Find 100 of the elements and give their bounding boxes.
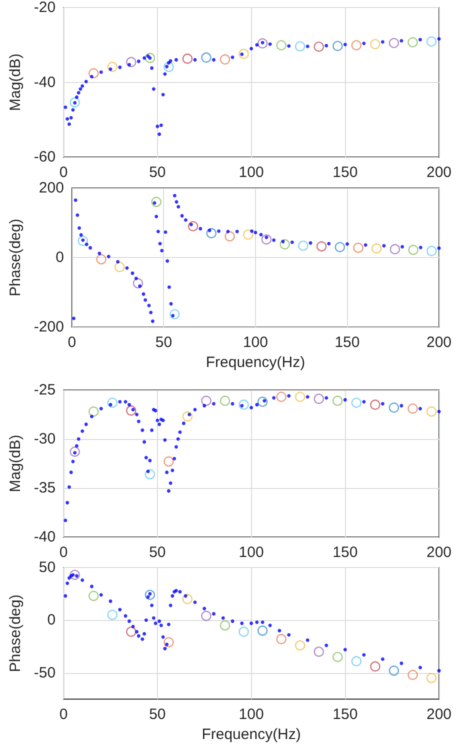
point <box>164 62 174 72</box>
point <box>268 42 272 46</box>
point <box>250 406 254 410</box>
point <box>198 226 202 230</box>
y-tick-label: -50 <box>34 664 56 682</box>
y-tick-label: 0 <box>47 612 56 629</box>
point <box>276 634 286 644</box>
point <box>388 402 400 413</box>
point <box>178 590 182 594</box>
point <box>176 205 180 209</box>
point <box>388 38 400 48</box>
point <box>90 74 94 78</box>
point <box>79 233 83 237</box>
point <box>332 40 343 52</box>
point <box>212 612 216 616</box>
point <box>426 672 437 684</box>
x-tick-label: 50 <box>155 334 172 352</box>
point <box>66 500 70 504</box>
point <box>99 70 103 74</box>
point <box>142 632 146 636</box>
x-tick-label: 100 <box>238 164 264 181</box>
point <box>144 590 156 600</box>
point <box>70 570 80 580</box>
point <box>278 628 282 632</box>
point <box>144 469 156 480</box>
point <box>437 668 441 672</box>
point <box>217 229 221 233</box>
point <box>156 230 160 234</box>
y-tick-label: -40 <box>34 528 56 546</box>
point <box>70 446 80 457</box>
point <box>66 582 70 586</box>
point <box>168 481 172 485</box>
point <box>78 236 88 246</box>
point <box>71 108 75 112</box>
y-tick-label: -20 <box>34 0 56 16</box>
point <box>156 418 160 422</box>
point <box>324 396 328 400</box>
point <box>182 594 193 604</box>
point <box>202 606 206 610</box>
point <box>170 468 174 472</box>
x-tick-label: 150 <box>332 164 358 181</box>
point <box>240 622 244 626</box>
point <box>290 240 294 244</box>
point <box>408 37 418 48</box>
point <box>107 62 118 72</box>
point <box>64 594 68 598</box>
point <box>261 234 272 245</box>
point <box>136 634 140 638</box>
x-tick-label: 50 <box>149 164 166 181</box>
point <box>159 624 163 628</box>
point <box>76 213 80 217</box>
point <box>332 396 343 406</box>
point <box>201 610 212 622</box>
point <box>238 400 249 410</box>
point <box>276 392 286 402</box>
point <box>193 58 197 62</box>
point <box>343 42 347 46</box>
point <box>316 241 327 252</box>
point <box>184 218 188 222</box>
point <box>437 37 441 41</box>
point <box>124 614 128 618</box>
point <box>382 244 386 248</box>
point <box>168 604 172 608</box>
point <box>351 656 362 666</box>
point <box>158 619 162 623</box>
point <box>130 271 134 275</box>
point <box>180 214 184 218</box>
point <box>148 458 152 462</box>
point <box>150 319 154 323</box>
point <box>260 620 264 624</box>
point <box>152 616 156 620</box>
point <box>116 260 120 264</box>
point <box>257 396 268 407</box>
point <box>230 402 234 406</box>
point <box>158 242 162 246</box>
point <box>238 626 249 637</box>
point <box>118 66 122 70</box>
point <box>255 43 259 47</box>
point <box>370 39 380 50</box>
point <box>126 405 136 416</box>
point <box>163 646 167 650</box>
y-tick-label: -60 <box>34 148 56 166</box>
point <box>272 396 276 400</box>
point <box>149 310 153 314</box>
point <box>380 40 384 44</box>
point <box>84 80 88 84</box>
point <box>184 594 188 598</box>
point <box>174 445 178 449</box>
y-tick-label: 200 <box>38 180 64 196</box>
point <box>220 396 230 406</box>
point <box>362 400 366 404</box>
point <box>193 408 197 412</box>
point <box>306 638 310 642</box>
point <box>78 226 82 230</box>
point <box>426 246 437 256</box>
point <box>226 230 230 234</box>
point <box>67 485 71 489</box>
point <box>327 242 331 246</box>
point <box>276 40 286 50</box>
point <box>172 456 176 460</box>
